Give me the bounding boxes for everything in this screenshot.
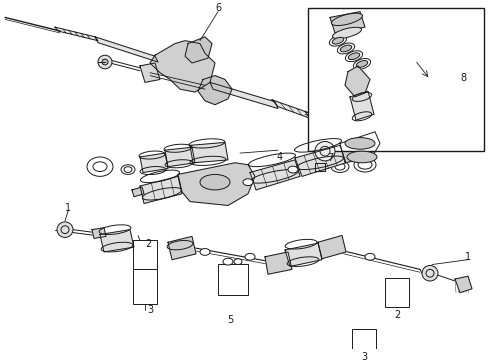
Polygon shape [318, 235, 346, 259]
Ellipse shape [340, 45, 352, 52]
Polygon shape [168, 237, 196, 260]
Ellipse shape [234, 259, 242, 265]
Polygon shape [140, 153, 168, 172]
Polygon shape [315, 163, 325, 171]
Ellipse shape [332, 13, 363, 26]
Bar [133, 269, 157, 304]
Polygon shape [265, 252, 292, 274]
Polygon shape [340, 132, 380, 163]
Polygon shape [132, 187, 144, 197]
Ellipse shape [347, 151, 377, 163]
Ellipse shape [348, 53, 360, 60]
Polygon shape [100, 230, 134, 252]
Polygon shape [140, 63, 160, 82]
Bar [352, 329, 376, 349]
Ellipse shape [332, 37, 343, 44]
Polygon shape [165, 147, 195, 167]
Text: 2: 2 [394, 310, 400, 320]
Ellipse shape [200, 248, 210, 255]
Polygon shape [198, 76, 232, 105]
Ellipse shape [331, 161, 349, 172]
Circle shape [57, 222, 73, 237]
Ellipse shape [354, 157, 376, 172]
Polygon shape [295, 145, 346, 176]
Polygon shape [178, 163, 255, 206]
Text: 5: 5 [227, 315, 233, 325]
Ellipse shape [200, 175, 230, 190]
Ellipse shape [87, 157, 113, 176]
Circle shape [102, 59, 108, 65]
Polygon shape [95, 37, 158, 62]
Circle shape [98, 55, 112, 69]
Ellipse shape [121, 165, 135, 175]
Polygon shape [250, 160, 300, 190]
Circle shape [294, 161, 306, 172]
Ellipse shape [288, 166, 298, 173]
Polygon shape [350, 91, 374, 120]
Bar [385, 278, 409, 307]
Polygon shape [285, 243, 322, 266]
Bar [218, 264, 248, 294]
Polygon shape [140, 176, 182, 203]
Text: 2: 2 [145, 239, 151, 249]
Polygon shape [455, 276, 472, 293]
Polygon shape [210, 82, 278, 108]
Polygon shape [272, 100, 310, 118]
Text: 8: 8 [460, 72, 466, 82]
Bar [308, 8, 484, 151]
Ellipse shape [243, 179, 253, 185]
Text: 1: 1 [65, 203, 71, 213]
Ellipse shape [345, 138, 375, 149]
Ellipse shape [365, 253, 375, 260]
Ellipse shape [245, 253, 255, 260]
Polygon shape [185, 37, 212, 63]
Text: 3: 3 [147, 305, 153, 315]
Polygon shape [150, 41, 215, 92]
Polygon shape [345, 66, 370, 97]
Polygon shape [55, 27, 98, 41]
Text: 1: 1 [465, 252, 471, 262]
Bar [133, 240, 157, 269]
Polygon shape [92, 228, 106, 238]
Polygon shape [190, 143, 228, 163]
Text: 4: 4 [277, 152, 283, 162]
Text: 7: 7 [327, 153, 333, 163]
Ellipse shape [223, 258, 233, 265]
Ellipse shape [332, 27, 362, 39]
Circle shape [422, 266, 438, 281]
Text: 3: 3 [361, 352, 367, 360]
Ellipse shape [356, 60, 368, 67]
Text: 6: 6 [215, 3, 221, 13]
Circle shape [315, 141, 335, 161]
Polygon shape [330, 12, 365, 33]
